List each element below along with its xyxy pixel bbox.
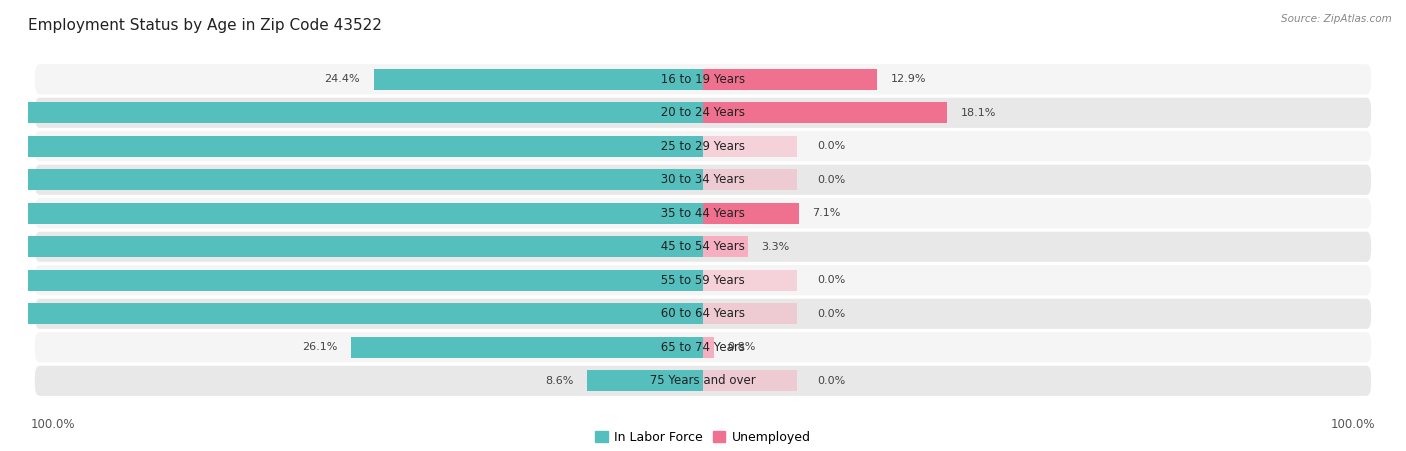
Text: 7.1%: 7.1% <box>813 208 841 218</box>
Text: 3.3%: 3.3% <box>761 242 789 252</box>
Bar <box>0 102 703 123</box>
FancyBboxPatch shape <box>35 64 1371 94</box>
Bar <box>350 337 703 358</box>
Bar <box>0 236 703 257</box>
Text: 0.8%: 0.8% <box>727 342 755 352</box>
Bar <box>703 136 797 156</box>
Text: 18.1%: 18.1% <box>960 108 997 118</box>
Bar <box>0 203 703 224</box>
Bar <box>586 370 703 391</box>
Bar <box>703 203 799 224</box>
Text: 0.0%: 0.0% <box>818 141 846 151</box>
Bar <box>703 270 797 290</box>
Text: 65 to 74 Years: 65 to 74 Years <box>657 341 749 354</box>
Text: 0.0%: 0.0% <box>818 175 846 185</box>
Text: 26.1%: 26.1% <box>302 342 337 352</box>
Text: 0.0%: 0.0% <box>818 309 846 319</box>
Text: 16 to 19 Years: 16 to 19 Years <box>657 73 749 86</box>
Bar <box>703 236 748 257</box>
Bar <box>703 337 714 358</box>
Text: 60 to 64 Years: 60 to 64 Years <box>657 307 749 320</box>
Bar <box>703 304 797 324</box>
Bar <box>703 370 797 391</box>
Bar <box>0 136 703 156</box>
Bar <box>0 270 703 290</box>
FancyBboxPatch shape <box>35 366 1371 396</box>
Bar <box>374 69 703 90</box>
FancyBboxPatch shape <box>35 98 1371 128</box>
Text: Employment Status by Age in Zip Code 43522: Employment Status by Age in Zip Code 435… <box>28 18 382 33</box>
Text: 30 to 34 Years: 30 to 34 Years <box>657 173 749 186</box>
Text: 100.0%: 100.0% <box>1330 418 1375 431</box>
Bar <box>0 304 703 324</box>
Text: 20 to 24 Years: 20 to 24 Years <box>657 106 749 119</box>
Text: 0.0%: 0.0% <box>818 376 846 386</box>
Text: 24.4%: 24.4% <box>325 74 360 84</box>
FancyBboxPatch shape <box>35 131 1371 161</box>
Text: 8.6%: 8.6% <box>546 376 574 386</box>
Text: 0.0%: 0.0% <box>818 275 846 285</box>
FancyBboxPatch shape <box>35 165 1371 195</box>
FancyBboxPatch shape <box>35 332 1371 362</box>
Text: 12.9%: 12.9% <box>890 74 927 84</box>
Text: 35 to 44 Years: 35 to 44 Years <box>657 207 749 220</box>
FancyBboxPatch shape <box>35 198 1371 228</box>
Legend: In Labor Force, Unemployed: In Labor Force, Unemployed <box>591 426 815 449</box>
Text: 75 Years and over: 75 Years and over <box>647 374 759 387</box>
Text: 100.0%: 100.0% <box>31 418 76 431</box>
FancyBboxPatch shape <box>35 299 1371 329</box>
Bar <box>703 102 948 123</box>
Bar <box>703 170 797 190</box>
Text: 45 to 54 Years: 45 to 54 Years <box>657 240 749 253</box>
Text: Source: ZipAtlas.com: Source: ZipAtlas.com <box>1281 14 1392 23</box>
Text: 25 to 29 Years: 25 to 29 Years <box>657 140 749 153</box>
FancyBboxPatch shape <box>35 232 1371 262</box>
Text: 55 to 59 Years: 55 to 59 Years <box>657 274 749 287</box>
Bar <box>703 69 877 90</box>
Bar <box>0 170 703 190</box>
FancyBboxPatch shape <box>35 265 1371 295</box>
